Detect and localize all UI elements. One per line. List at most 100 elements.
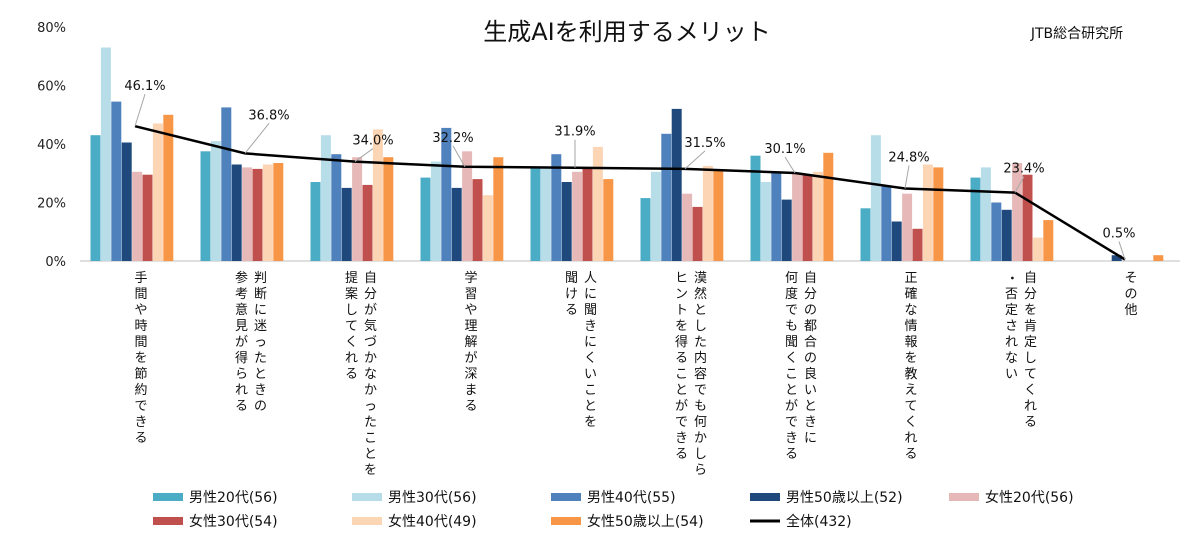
label-leader-line: [784, 156, 796, 174]
category-char: と: [584, 399, 597, 414]
category-char: か: [694, 431, 707, 446]
source-label: JTB総合研究所: [1030, 26, 1123, 42]
label-leader-line: [134, 94, 146, 127]
category-char: が: [785, 399, 798, 414]
bar: [760, 182, 771, 261]
legend-swatch: [153, 493, 183, 501]
bar: [200, 151, 211, 261]
category-char: 他: [1124, 303, 1137, 318]
bar: [1001, 209, 1012, 261]
legend-item: 女性50歳以上(54): [551, 513, 704, 530]
bar: [671, 108, 682, 262]
bar: [530, 167, 541, 261]
bar: [980, 167, 991, 261]
category-char: 否: [1005, 287, 1018, 302]
legend-item: 男性50歳以上(52): [750, 490, 903, 506]
category-char: き: [675, 431, 688, 446]
bar: [121, 142, 132, 261]
bar: [870, 135, 881, 261]
bar: [891, 221, 902, 261]
category-char: 正: [904, 271, 917, 286]
overall-data-label: 23.4%: [1003, 162, 1044, 177]
category-char: る: [235, 399, 248, 414]
category-char: れ: [1024, 399, 1037, 414]
category-char: 自: [1024, 271, 1037, 286]
category-char: 意: [235, 302, 248, 318]
category-char: 分: [1024, 287, 1037, 302]
category-char: っ: [254, 335, 267, 350]
overall-line: 46.1% 36.8% 34.0% 32.2% 31.9% 31.5% 30.1% 24.8%…: [124, 79, 1136, 261]
category-char: の: [804, 351, 817, 366]
category-char: も: [785, 319, 798, 334]
legend-label: 男性40代(55): [587, 490, 676, 506]
legend-label: 全体(432): [786, 513, 852, 530]
bar: [792, 173, 803, 262]
category-char: 迷: [254, 319, 267, 334]
bar: [561, 182, 572, 261]
category-char: が: [675, 399, 688, 414]
category-char: た: [364, 415, 377, 430]
bar: [331, 154, 342, 261]
category-char: 節: [134, 367, 147, 382]
category-char: 何: [694, 414, 707, 430]
category-char: や: [464, 303, 477, 318]
bar: [603, 179, 614, 261]
category-char: 内: [694, 350, 707, 366]
category-char: く: [584, 351, 597, 366]
bar: [572, 171, 583, 261]
label-leader-line: [1118, 241, 1126, 260]
legend-item: 女性30代(54): [153, 513, 278, 530]
overall-series-line: [134, 124, 1126, 261]
category-labels: 手間や時間を節約できる判断に迷ったときの参考意見が得られる自分が気づかなかったこ…: [134, 270, 1137, 478]
category-char: が: [364, 303, 377, 318]
bar: [441, 127, 452, 262]
category-char: 定: [1005, 303, 1018, 318]
legend-label: 男性50歳以上(52): [786, 490, 903, 506]
category-char: た: [694, 335, 707, 350]
category-char: 手: [134, 271, 147, 286]
category-char: と: [254, 367, 267, 382]
category-char: 案: [345, 287, 358, 302]
category-char: こ: [785, 367, 798, 382]
category-char: ・: [1004, 271, 1019, 284]
category-char: 教: [904, 366, 917, 382]
bar: [582, 167, 593, 261]
bar: [881, 186, 892, 261]
bar: [1111, 255, 1122, 261]
bar: [750, 155, 761, 261]
category-char: る: [675, 351, 688, 366]
category-char: を: [134, 351, 147, 366]
bar: [420, 177, 431, 261]
bar: [100, 47, 111, 261]
legend-item: 女性20代(56): [949, 489, 1074, 506]
category-char: や: [134, 303, 147, 318]
category-char: 漠: [694, 271, 707, 286]
category-char: 間: [134, 335, 147, 350]
bar: [231, 164, 242, 261]
category-char: ン: [675, 287, 688, 302]
legend-label: 女性40代(49): [388, 513, 477, 530]
label-leader-line: [684, 150, 706, 170]
category-char: を: [904, 351, 917, 366]
category-char: で: [785, 415, 798, 430]
label-leader-line: [354, 148, 374, 162]
category-char: 聞: [565, 271, 578, 286]
category-label: その他: [1124, 271, 1137, 318]
category-char: の: [804, 303, 817, 318]
bar: [682, 193, 693, 261]
category-char: 然: [694, 286, 707, 302]
overall-data-label: 34.0%: [352, 134, 393, 149]
overall-data-label: 31.5%: [684, 136, 725, 151]
bar: [310, 182, 321, 261]
legend-label: 男性30代(56): [388, 490, 477, 506]
category-char: 間: [134, 287, 147, 302]
bar: [430, 161, 441, 261]
category-char: で: [134, 399, 147, 414]
bar: [771, 171, 782, 261]
